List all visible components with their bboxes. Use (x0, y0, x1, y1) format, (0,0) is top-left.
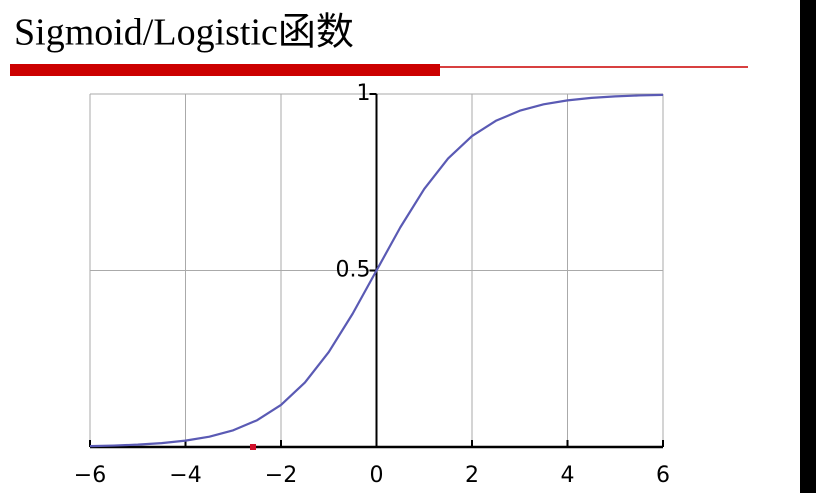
x-tick-label: −6 (74, 463, 106, 488)
x-tick-label: 2 (465, 463, 479, 488)
line-series (89, 93, 664, 448)
x-tick-label: −2 (265, 463, 297, 488)
x-tick-label: 6 (656, 463, 670, 488)
y-tick-label: 0.5 (336, 258, 371, 283)
y-tick-label: 1 (357, 81, 371, 106)
slide-title: Sigmoid/Logistic函数 (14, 12, 354, 54)
x-tick-label: 4 (561, 463, 575, 488)
cursor-dot (250, 444, 256, 450)
x-tick-label: −4 (169, 463, 201, 488)
side-strip (800, 0, 816, 493)
title-bar (10, 64, 440, 76)
x-tick-label: 0 (370, 463, 384, 488)
